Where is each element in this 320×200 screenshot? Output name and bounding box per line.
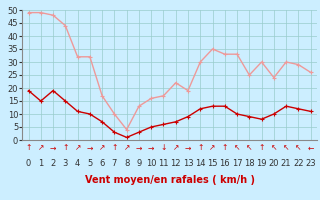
Text: 7: 7 bbox=[112, 160, 117, 168]
Text: ↖: ↖ bbox=[271, 144, 277, 152]
Text: ↖: ↖ bbox=[234, 144, 240, 152]
Text: →: → bbox=[136, 144, 142, 152]
Text: 12: 12 bbox=[171, 160, 181, 168]
Text: ↗: ↗ bbox=[209, 144, 216, 152]
Text: ↑: ↑ bbox=[197, 144, 204, 152]
Text: 6: 6 bbox=[100, 160, 105, 168]
Text: →: → bbox=[185, 144, 191, 152]
Text: 17: 17 bbox=[232, 160, 242, 168]
Text: 11: 11 bbox=[158, 160, 169, 168]
Text: 3: 3 bbox=[63, 160, 68, 168]
Text: 13: 13 bbox=[183, 160, 193, 168]
Text: ↗: ↗ bbox=[75, 144, 81, 152]
Text: 23: 23 bbox=[305, 160, 316, 168]
Text: 14: 14 bbox=[195, 160, 205, 168]
Text: ↗: ↗ bbox=[38, 144, 44, 152]
Text: 10: 10 bbox=[146, 160, 156, 168]
Text: ↑: ↑ bbox=[259, 144, 265, 152]
Text: 5: 5 bbox=[87, 160, 92, 168]
Text: 1: 1 bbox=[38, 160, 44, 168]
Text: ↑: ↑ bbox=[62, 144, 68, 152]
Text: ↖: ↖ bbox=[295, 144, 301, 152]
Text: 22: 22 bbox=[293, 160, 304, 168]
Text: ↗: ↗ bbox=[99, 144, 105, 152]
Text: ↑: ↑ bbox=[25, 144, 32, 152]
Text: 2: 2 bbox=[51, 160, 56, 168]
Text: 15: 15 bbox=[207, 160, 218, 168]
Text: 0: 0 bbox=[26, 160, 31, 168]
Text: ↖: ↖ bbox=[283, 144, 289, 152]
Text: 9: 9 bbox=[136, 160, 141, 168]
Text: ←: ← bbox=[308, 144, 314, 152]
Text: ↑: ↑ bbox=[111, 144, 117, 152]
Text: ↑: ↑ bbox=[222, 144, 228, 152]
Text: ↗: ↗ bbox=[124, 144, 130, 152]
Text: Vent moyen/en rafales ( km/h ): Vent moyen/en rafales ( km/h ) bbox=[84, 175, 255, 185]
Text: 20: 20 bbox=[268, 160, 279, 168]
Text: →: → bbox=[148, 144, 154, 152]
Text: ↖: ↖ bbox=[246, 144, 252, 152]
Text: →: → bbox=[87, 144, 93, 152]
Text: 21: 21 bbox=[281, 160, 292, 168]
Text: 4: 4 bbox=[75, 160, 80, 168]
Text: ↓: ↓ bbox=[160, 144, 167, 152]
Text: 18: 18 bbox=[244, 160, 255, 168]
Text: →: → bbox=[50, 144, 56, 152]
Text: 16: 16 bbox=[220, 160, 230, 168]
Text: 8: 8 bbox=[124, 160, 129, 168]
Text: 19: 19 bbox=[256, 160, 267, 168]
Text: ↗: ↗ bbox=[172, 144, 179, 152]
